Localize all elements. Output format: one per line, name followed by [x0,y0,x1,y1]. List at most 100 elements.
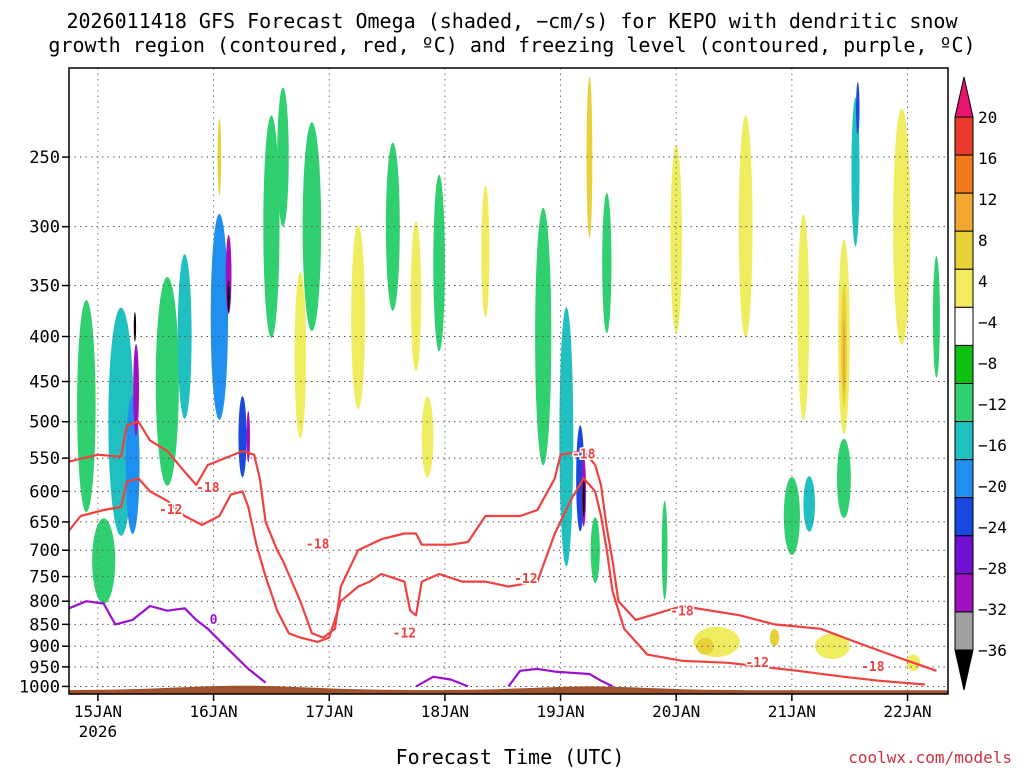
colorbar-top-extension [954,76,974,118]
omega-descent-region [217,118,222,196]
omega-ascent-region [77,300,96,513]
omega-descent-region [797,214,810,420]
colorbar-label: −20 [978,477,1007,496]
x-tick-label: 18JAN [421,702,469,721]
colorbar-swatch [954,344,974,384]
y-tick-label: 550 [29,449,60,469]
y-tick-label: 500 [29,413,60,433]
colorbar-swatch [954,459,974,499]
contour-label: -18 [572,448,596,463]
colorbar-label: −4 [978,313,997,332]
y-tick-label: 350 [29,277,60,297]
colorbar-label: 12 [978,190,997,209]
omega-ascent-region [155,277,179,486]
contour-label: 0 [210,613,218,628]
dgz-contour-minus18 [69,420,937,672]
x-tick-label: 20JAN [652,702,700,721]
colorbar-swatch [954,535,974,575]
x-tick-label: 21JAN [768,702,816,721]
contour-labels: -18 -12 -18 -12 -12 -18 -18 -12 -18 0 [158,446,887,676]
omega-ascent-region [582,478,585,517]
colorbar-swatch [954,154,974,194]
y-tick-label: 800 [29,592,60,612]
omega-descent-region [351,224,366,410]
contour-label: -12 [514,572,537,587]
colorbar-label: 20 [978,108,997,127]
omega-descent-region [842,318,846,392]
omega-ascent-region [559,307,574,567]
omega-ascent-region [133,312,137,342]
contour-label: -18 [306,538,330,553]
contour-label: -18 [670,605,694,620]
y-tick-label: 950 [29,658,60,678]
omega-ascent-region [263,115,280,338]
omega-descent-region [893,108,911,345]
colorbar-label: −36 [978,641,1007,660]
colorbar-swatch [954,611,974,651]
colorbar-label: 8 [978,231,988,250]
omega-ascent-region [433,174,445,352]
colorbar-swatch [954,116,974,156]
chart-title-line2: growth region (contoured, red, ºC) and f… [48,33,975,57]
dgz-contour-minus12 [69,477,925,686]
colorbar-swatch [954,421,974,461]
y-tick-label: 1000 [19,677,60,697]
contour-label: -18 [196,481,220,496]
colorbar-label: 16 [978,149,997,168]
colorbar-label: −8 [978,354,997,373]
y-tick-label: 650 [29,513,60,533]
contour-label: -12 [745,656,768,671]
freezing-level-contour [507,667,614,688]
contour-label: -12 [393,626,416,641]
x-tick-label: 19JAN [536,702,584,721]
omega-ascent-region [661,500,668,600]
x-tick-year-label: 2026 [79,722,118,741]
y-tick-label: 300 [29,218,60,238]
freezing-level-contour [69,600,267,684]
omega-ascent-region [238,396,247,478]
omega-ascent-region [133,344,139,436]
omega-descent-region [586,76,593,238]
colorbar-swatch [954,383,974,423]
colorbar-bottom-extension [954,649,974,691]
x-tick-label: 15JAN [74,702,122,721]
omega-ascent-region [210,214,229,420]
x-tick-label: 16JAN [189,702,237,721]
colorbar-swatch [954,268,974,308]
x-tick-label: 17JAN [305,702,353,721]
omega-ascent-region [602,192,612,334]
omega-ascent-region [932,256,940,378]
y-tick-label: 250 [29,148,60,168]
omega-ascent-region [836,438,851,519]
colorbar-label: −12 [978,395,1007,414]
contour-label: -18 [861,660,885,675]
colorbar-label: −32 [978,600,1007,619]
x-tick-label: 22JAN [883,702,931,721]
omega-ascent-region [590,517,600,584]
omega-ascent-region [246,410,251,463]
y-tick-label: 900 [29,637,60,657]
plot-background [69,68,948,694]
colorbar-swatch [954,306,974,346]
freezing-level-contour [415,675,469,688]
omega-ascent-region [92,518,116,604]
credit-link[interactable]: coolwx.com/models [848,748,1012,767]
y-axis: 2503003504004505005506006507007508008509… [19,148,69,697]
colorbar-label: −24 [978,518,1007,537]
omega-descent-region [696,637,714,655]
temperature-contours [69,420,937,688]
colorbar-swatch [954,573,974,613]
y-tick-label: 600 [29,482,60,502]
x-axis-title: Forecast Time (UTC) [396,745,625,768]
grid-lines [69,68,948,694]
colorbar-swatch [954,230,974,270]
omega-ascent-region [783,477,800,555]
omega-ascent-region [803,476,815,532]
y-tick-label: 750 [29,568,60,588]
omega-ascent-region [385,142,400,311]
y-tick-label: 400 [29,328,60,348]
y-tick-label: 850 [29,615,60,635]
omega-descent-region [410,221,422,372]
contour-label: -12 [159,503,182,518]
